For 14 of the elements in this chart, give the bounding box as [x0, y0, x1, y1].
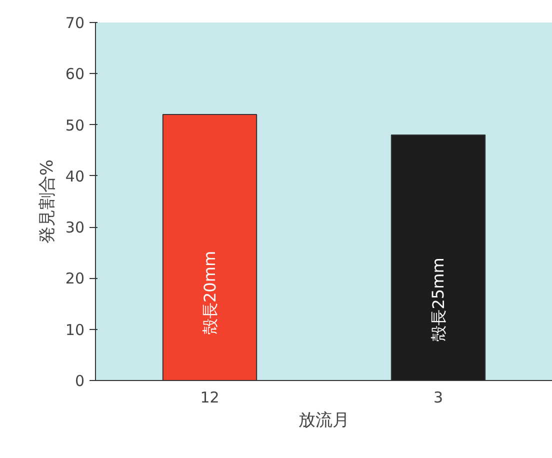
y-tick-label: 70: [65, 14, 85, 32]
y-axis-title: 発見割合%: [37, 159, 58, 244]
y-tick-label: 0: [74, 372, 85, 390]
x-tick-label: 12: [200, 388, 220, 406]
y-tick-label: 60: [65, 65, 85, 84]
y-tick-label: 50: [65, 116, 85, 134]
annotation: 殻長25mm: [428, 258, 448, 342]
y-tick-label: 30: [65, 218, 85, 237]
y-tick-label: 40: [65, 167, 85, 186]
y-tick-label: 20: [65, 270, 85, 288]
y-tick-label: 10: [65, 320, 85, 339]
annotation: 殻長20mm: [200, 250, 220, 335]
x-axis-title: 放流月: [298, 410, 350, 430]
x-tick-label: 3: [433, 388, 444, 406]
